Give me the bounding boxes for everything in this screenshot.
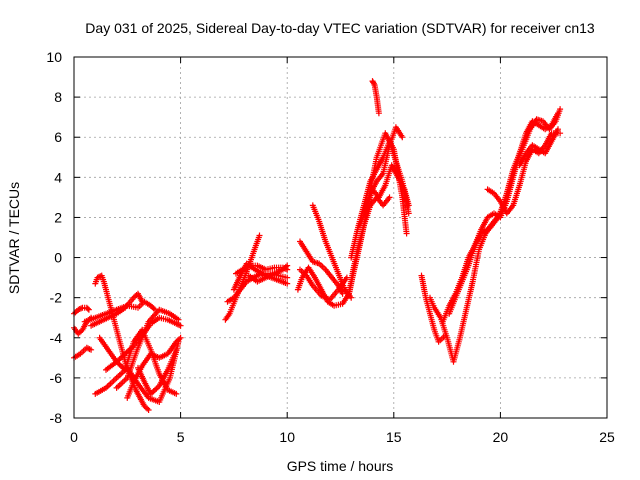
series-trace-27 — [418, 272, 448, 345]
series-trace-5 — [92, 338, 182, 405]
y-tick-label: -4 — [50, 330, 63, 346]
y-tick-label: 6 — [54, 129, 62, 145]
series-trace-22 — [346, 130, 410, 297]
series-trace-30 — [446, 134, 529, 317]
y-tick-label: 0 — [54, 250, 62, 266]
y-tick-label: 8 — [54, 89, 62, 105]
y-tick-label: 4 — [54, 169, 62, 185]
x-tick-label: 10 — [279, 429, 295, 445]
x-tick-label: 0 — [70, 429, 78, 445]
x-axis-label: GPS time / hours — [287, 458, 394, 474]
x-tick-label: 20 — [493, 429, 509, 445]
axis-ticks: 0 5 10 15 20 25 -8 -6 -4 -2 0 2 4 6 8 10 — [46, 49, 615, 445]
series-trace-32 — [516, 126, 561, 169]
series-trace-26 — [369, 78, 382, 117]
series-trace-20 — [297, 238, 346, 297]
x-tick-label: 25 — [599, 429, 615, 445]
series-trace-7 — [88, 290, 146, 329]
y-tick-label: 10 — [46, 49, 62, 65]
y-tick-label: -8 — [50, 410, 63, 426]
y-tick-label: -6 — [50, 370, 63, 386]
series-trace-10 — [113, 306, 182, 391]
series-trace-12 — [135, 346, 180, 397]
y-tick-label: -2 — [50, 290, 63, 306]
data-series — [71, 78, 564, 413]
grid — [74, 57, 607, 418]
series-trace-17 — [245, 262, 291, 285]
plot-frame — [73, 56, 608, 419]
chart-title: Day 031 of 2025, Sidereal Day-to-day VTE… — [85, 20, 595, 36]
x-tick-label: 5 — [177, 429, 185, 445]
series-trace-25 — [361, 124, 406, 217]
y-tick-label: 2 — [54, 209, 62, 225]
x-tick-label: 15 — [386, 429, 402, 445]
y-axis-label: SDTVAR / TECUs — [6, 182, 22, 294]
series-trace-21 — [309, 202, 355, 301]
